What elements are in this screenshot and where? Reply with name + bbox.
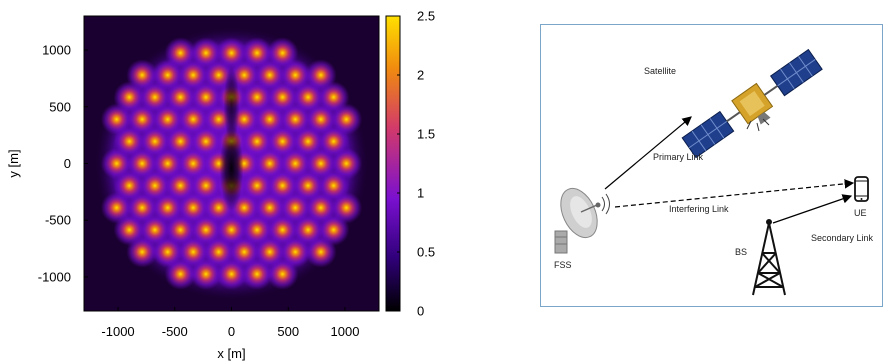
link-diagram-panel: Satellite Primary Link Interfering Link … <box>540 24 883 307</box>
bs-label: BS <box>735 247 747 257</box>
upper-low-region <box>223 67 240 142</box>
heatmap-chart: 2.5 2 1.5 1 0.5 0 -1000 -500 0 500 1000 1000 500 0 -5… <box>6 9 435 362</box>
heatmap-hotspot <box>305 59 337 91</box>
heatmap-hotspot <box>190 37 222 69</box>
y-tick-label: 0 <box>64 156 71 171</box>
x-tick-label: 1000 <box>331 324 360 339</box>
x-tick-label: 500 <box>277 324 299 339</box>
colorbar-gradient <box>385 15 401 312</box>
y-tick-label: -500 <box>45 213 71 228</box>
interfering-link-label: Interfering Link <box>669 204 729 214</box>
colorbar-tick-label: 2 <box>417 68 424 83</box>
heatmap-hotspot <box>164 37 197 69</box>
fss-label: FSS <box>554 260 572 270</box>
primary-link-arrow <box>604 116 692 190</box>
y-tick-label: 500 <box>49 99 71 114</box>
y-axis-label: y [m] <box>6 149 21 177</box>
satellite-label: Satellite <box>644 66 676 76</box>
central-low-region <box>219 124 244 212</box>
satellite-signal-icon <box>746 118 770 132</box>
x-axis-label: x [m] <box>217 346 245 361</box>
x-tick-label: -500 <box>162 324 188 339</box>
colorbar-tick-label: 0 <box>417 304 424 319</box>
satellite-icon <box>681 48 823 159</box>
primary-link-label: Primary Link <box>653 152 704 162</box>
heatmap-hotspot <box>266 37 299 69</box>
fss-dish-icon <box>554 187 610 254</box>
heatmap-plot-area <box>83 15 380 312</box>
axes-labels: -1000 -500 0 500 1000 1000 500 0 -500 -1000 x [m] y… <box>6 43 359 361</box>
y-tick-label: 1000 <box>42 43 71 58</box>
colorbar-tick-label: 1 <box>417 186 424 201</box>
heatmap-hotspot <box>215 37 248 69</box>
ue-label: UE <box>854 208 867 218</box>
heatmap-hotspot <box>241 37 273 69</box>
heatmap-hotspot <box>126 59 158 91</box>
y-tick-label: -1000 <box>38 269 71 284</box>
colorbar-tick-label: 0.5 <box>417 245 435 260</box>
colorbar: 2.5 2 1.5 1 0.5 0 <box>385 9 435 319</box>
bs-tower-icon <box>752 219 786 296</box>
interfering-link-arrow <box>614 179 855 208</box>
secondary-link-arrow <box>772 194 853 224</box>
colorbar-tick-label: 1.5 <box>417 127 435 142</box>
x-tick-label: 0 <box>228 324 235 339</box>
colorbar-tick-label: 2.5 <box>417 9 435 24</box>
secondary-link-label: Secondary Link <box>811 233 874 243</box>
x-tick-label: -1000 <box>101 324 134 339</box>
ue-phone-icon <box>854 176 869 202</box>
